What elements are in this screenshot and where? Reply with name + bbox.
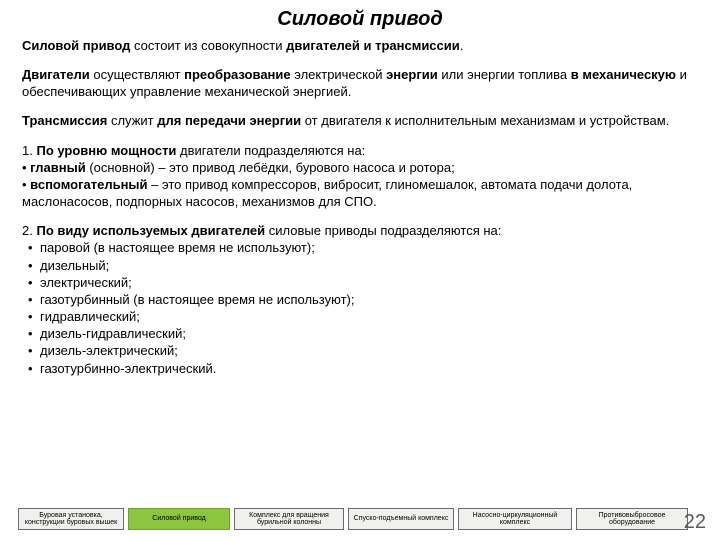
list-item: паровой (в настоящее время не используют… xyxy=(22,239,698,256)
p1-bold-1: Силовой привод xyxy=(22,38,130,53)
sec1-rest: двигатели подразделяются на: xyxy=(176,143,365,158)
p1-bold-2: двигателей и трансмиссии xyxy=(286,38,460,53)
section-2: 2. По виду используемых двигателей силов… xyxy=(22,222,698,376)
paragraph-3: Трансмиссия служит для передачи энергии … xyxy=(22,112,698,129)
list-item: газотурбинно-электрический. xyxy=(22,360,698,377)
list-item: электрический; xyxy=(22,274,698,291)
sec1-bold: По уровню мощности xyxy=(36,143,176,158)
sec1-i2-bold: вспомогательный xyxy=(30,177,147,192)
nav-item-5[interactable]: Противовыбросовое оборудование xyxy=(576,508,688,530)
p3-t1: служит xyxy=(107,113,157,128)
list-item: гидравлический; xyxy=(22,308,698,325)
p2-bold-3: энергии xyxy=(386,67,438,82)
p2-bold-1: Двигатели xyxy=(22,67,90,82)
sec1-item-2: • вспомогательный – это привод компрессо… xyxy=(22,176,698,210)
sec1-i1-bold: главный xyxy=(30,160,86,175)
nav-item-1[interactable]: Силовой привод xyxy=(128,508,230,530)
nav-item-0[interactable]: Буровая установка, конструкции буровых в… xyxy=(18,508,124,530)
p3-bold-1: Трансмиссия xyxy=(22,113,107,128)
section-1: 1. По уровню мощности двигатели подразде… xyxy=(22,142,698,211)
sec1-i1-rest: (основной) – это привод лебёдки, буровог… xyxy=(86,160,455,175)
nav-item-3[interactable]: Спуско-подъемный комплекс xyxy=(348,508,454,530)
p2-bold-4: в механическую xyxy=(571,67,676,82)
sec1-i2-bullet: • xyxy=(22,177,30,192)
list-item: газотурбинный (в настоящее время не испо… xyxy=(22,291,698,308)
paragraph-2: Двигатели осуществляют преобразование эл… xyxy=(22,66,698,100)
body-text: Силовой привод состоит из совокупности д… xyxy=(22,37,698,377)
sec1-num: 1. xyxy=(22,143,36,158)
sec1-intro: 1. По уровню мощности двигатели подразде… xyxy=(22,142,698,159)
sec2-bold: По виду используемых двигателей xyxy=(36,223,265,238)
p1-t1: состоит из совокупности xyxy=(130,38,286,53)
nav-item-4[interactable]: Насосно-циркуляционный комплекс xyxy=(458,508,572,530)
slide: Силовой привод Силовой привод состоит из… xyxy=(0,0,720,540)
sec2-num: 2. xyxy=(22,223,36,238)
sec2-rest: силовые приводы подразделяются на: xyxy=(265,223,501,238)
list-item: дизель-гидравлический; xyxy=(22,325,698,342)
page-title: Силовой привод xyxy=(22,8,698,31)
p3-bold-2: для передачи энергии xyxy=(157,113,301,128)
footer: Буровая установка, конструкции буровых в… xyxy=(0,508,720,530)
p3-t2: от двигателя к исполнительным механизмам… xyxy=(301,113,669,128)
list-item: дизель-электрический; xyxy=(22,342,698,359)
sec2-intro: 2. По виду используемых двигателей силов… xyxy=(22,222,698,239)
p2-t1: осуществляют xyxy=(90,67,184,82)
nav-item-2[interactable]: Комплекс для вращения бурильной колонны xyxy=(234,508,344,530)
list-item: дизельный; xyxy=(22,257,698,274)
sec1-item-1: • главный (основной) – это привод лебёдк… xyxy=(22,159,698,176)
p2-bold-2: преобразование xyxy=(184,67,291,82)
page-number: 22 xyxy=(684,511,706,534)
p2-t2: электрической xyxy=(291,67,387,82)
paragraph-1: Силовой привод состоит из совокупности д… xyxy=(22,37,698,54)
sec2-list: паровой (в настоящее время не используют… xyxy=(22,239,698,376)
p1-t2: . xyxy=(460,38,464,53)
sec1-i1-bullet: • xyxy=(22,160,30,175)
nav-bar: Буровая установка, конструкции буровых в… xyxy=(18,508,688,530)
p2-t3: или энергии топлива xyxy=(438,67,571,82)
